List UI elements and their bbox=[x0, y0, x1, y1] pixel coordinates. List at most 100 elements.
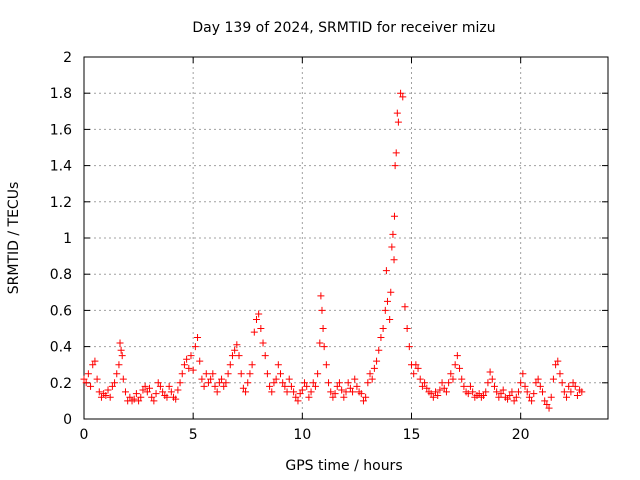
data-points bbox=[80, 89, 586, 412]
data-point bbox=[521, 382, 529, 390]
data-point bbox=[102, 391, 110, 399]
y-tick-label: 1.8 bbox=[50, 86, 72, 102]
data-point bbox=[84, 370, 92, 378]
data-point bbox=[228, 352, 236, 360]
data-point bbox=[126, 393, 134, 401]
data-point bbox=[429, 393, 437, 401]
data-point bbox=[246, 370, 254, 378]
data-point bbox=[152, 390, 160, 398]
data-point bbox=[383, 297, 391, 305]
data-point bbox=[386, 315, 394, 323]
data-point bbox=[183, 355, 191, 363]
data-point bbox=[298, 386, 306, 394]
data-point bbox=[434, 391, 442, 399]
data-point bbox=[250, 328, 258, 336]
data-point bbox=[329, 393, 337, 401]
data-point bbox=[285, 375, 293, 383]
data-point bbox=[571, 382, 579, 390]
data-point bbox=[349, 388, 357, 396]
data-point bbox=[115, 361, 123, 369]
data-point bbox=[233, 341, 241, 349]
data-point bbox=[364, 379, 372, 387]
data-point bbox=[392, 149, 400, 157]
data-point bbox=[137, 393, 145, 401]
data-point bbox=[549, 375, 557, 383]
data-point bbox=[469, 388, 477, 396]
data-point bbox=[167, 388, 175, 396]
data-point bbox=[359, 397, 367, 405]
data-point bbox=[148, 393, 156, 401]
data-point bbox=[377, 334, 385, 342]
data-point bbox=[366, 370, 374, 378]
data-point bbox=[573, 391, 581, 399]
data-point bbox=[556, 370, 564, 378]
data-point bbox=[277, 370, 284, 378]
data-point bbox=[389, 230, 397, 238]
data-point bbox=[480, 391, 488, 399]
x-axis-label: GPS time / hours bbox=[285, 458, 402, 474]
data-point bbox=[405, 343, 413, 351]
data-point bbox=[325, 379, 333, 387]
data-point bbox=[117, 346, 125, 354]
data-point bbox=[525, 393, 533, 401]
data-point bbox=[200, 382, 208, 390]
data-point bbox=[204, 379, 212, 387]
data-point bbox=[281, 382, 289, 390]
data-point bbox=[512, 393, 520, 401]
data-point bbox=[185, 364, 193, 372]
data-point bbox=[220, 382, 228, 390]
data-point bbox=[143, 388, 151, 396]
data-point bbox=[294, 397, 302, 405]
data-point bbox=[368, 375, 376, 383]
data-point bbox=[414, 364, 422, 372]
data-point bbox=[508, 388, 516, 396]
data-point bbox=[532, 379, 540, 387]
data-point bbox=[569, 379, 577, 387]
grid bbox=[84, 57, 608, 419]
data-point bbox=[578, 388, 586, 396]
data-point bbox=[259, 339, 267, 347]
data-point bbox=[438, 379, 446, 387]
data-point bbox=[97, 393, 105, 401]
data-point bbox=[442, 388, 450, 396]
data-point bbox=[248, 361, 256, 369]
data-point bbox=[178, 370, 186, 378]
data-point bbox=[552, 361, 560, 369]
data-point bbox=[242, 388, 250, 396]
data-point bbox=[196, 357, 204, 365]
data-point bbox=[87, 382, 95, 390]
data-point bbox=[421, 379, 429, 387]
data-point bbox=[432, 388, 440, 396]
data-point bbox=[495, 393, 503, 401]
data-point bbox=[445, 379, 453, 387]
y-tick-label: 0.4 bbox=[50, 340, 72, 356]
data-point bbox=[263, 370, 271, 378]
data-point bbox=[547, 393, 555, 401]
data-point bbox=[397, 89, 405, 97]
data-point bbox=[362, 393, 370, 401]
data-point bbox=[545, 404, 553, 412]
data-point bbox=[390, 256, 398, 264]
data-point bbox=[108, 382, 116, 390]
data-point bbox=[309, 379, 317, 387]
data-point bbox=[436, 386, 444, 394]
data-point bbox=[252, 315, 260, 323]
data-point bbox=[303, 382, 311, 390]
chart-title: Day 139 of 2024, SRMTID for receiver miz… bbox=[192, 20, 495, 36]
data-point bbox=[357, 390, 365, 398]
data-point bbox=[475, 390, 483, 398]
data-point bbox=[255, 310, 263, 318]
data-point bbox=[292, 393, 300, 401]
data-point bbox=[150, 397, 158, 405]
data-point bbox=[209, 370, 217, 378]
data-point bbox=[266, 382, 274, 390]
data-point bbox=[287, 382, 295, 390]
data-point bbox=[237, 370, 245, 378]
data-point bbox=[458, 375, 466, 383]
data-point bbox=[322, 361, 330, 369]
data-point bbox=[156, 382, 164, 390]
x-tick-label: 0 bbox=[80, 427, 89, 443]
data-point bbox=[563, 393, 571, 401]
x-tick-label: 15 bbox=[403, 427, 421, 443]
